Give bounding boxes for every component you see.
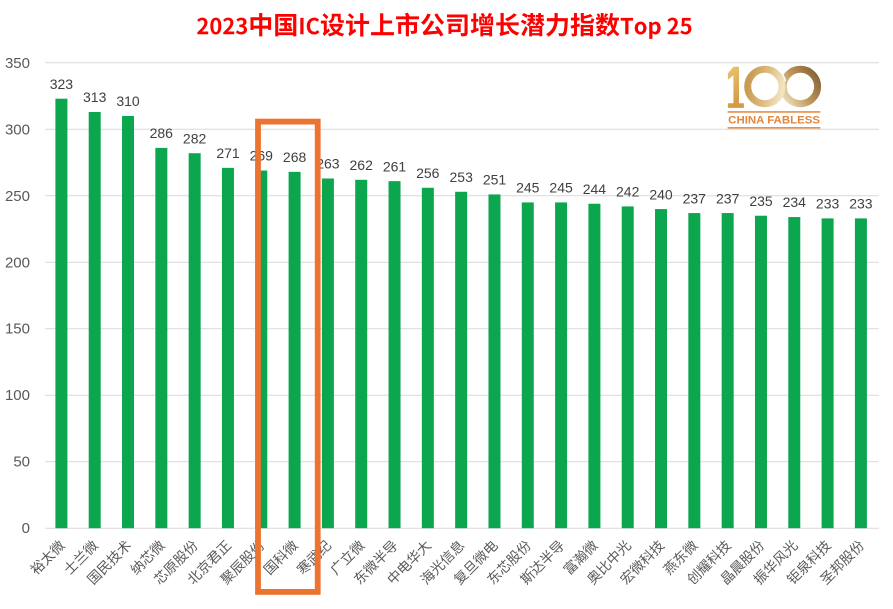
svg-text:271: 271 bbox=[216, 145, 240, 161]
svg-text:350: 350 bbox=[5, 55, 30, 72]
svg-text:250: 250 bbox=[5, 188, 30, 205]
svg-text:235: 235 bbox=[749, 193, 773, 209]
svg-text:268: 268 bbox=[283, 149, 307, 165]
svg-text:245: 245 bbox=[516, 180, 540, 196]
svg-text:CHINA FABLESS: CHINA FABLESS bbox=[728, 114, 820, 126]
svg-text:310: 310 bbox=[116, 93, 140, 109]
svg-text:233: 233 bbox=[849, 196, 873, 212]
svg-text:234: 234 bbox=[783, 194, 807, 210]
svg-text:263: 263 bbox=[316, 156, 340, 172]
svg-text:286: 286 bbox=[150, 125, 174, 141]
svg-text:256: 256 bbox=[416, 165, 440, 181]
svg-text:244: 244 bbox=[583, 181, 607, 197]
svg-text:237: 237 bbox=[716, 190, 740, 206]
svg-text:237: 237 bbox=[683, 190, 707, 206]
svg-text:245: 245 bbox=[549, 180, 573, 196]
svg-text:242: 242 bbox=[616, 184, 640, 200]
svg-text:269: 269 bbox=[250, 148, 274, 164]
svg-text:261: 261 bbox=[383, 158, 407, 174]
svg-text:0: 0 bbox=[22, 520, 30, 537]
svg-text:313: 313 bbox=[83, 89, 107, 105]
svg-text:233: 233 bbox=[816, 196, 840, 212]
svg-text:100: 100 bbox=[5, 387, 30, 404]
svg-text:200: 200 bbox=[5, 254, 30, 271]
svg-text:323: 323 bbox=[50, 76, 74, 92]
svg-text:251: 251 bbox=[483, 172, 507, 188]
svg-text:262: 262 bbox=[350, 157, 374, 173]
svg-text:253: 253 bbox=[450, 169, 474, 185]
svg-text:50: 50 bbox=[13, 454, 30, 471]
svg-text:282: 282 bbox=[183, 130, 207, 146]
svg-text:150: 150 bbox=[5, 321, 30, 338]
svg-text:300: 300 bbox=[5, 121, 30, 138]
svg-text:240: 240 bbox=[649, 186, 673, 202]
